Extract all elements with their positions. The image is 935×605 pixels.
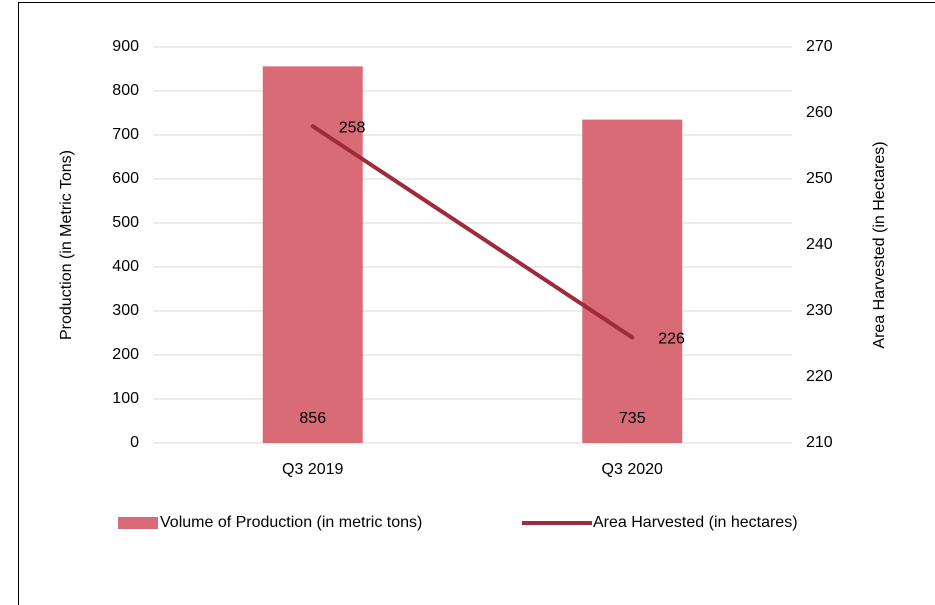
bar — [262, 66, 363, 444]
y2-tick-label: 270 — [806, 38, 833, 55]
legend-label: Volume of Production (in metric tons) — [160, 514, 422, 531]
line-value-label: 226 — [658, 331, 685, 348]
y2-tick-label: 260 — [806, 104, 833, 121]
y2-tick-label: 240 — [806, 236, 833, 253]
line — [310, 124, 635, 340]
legend-swatch — [118, 517, 158, 529]
bar-value-label: 735 — [619, 410, 646, 427]
y-tick-label: 500 — [112, 214, 139, 231]
legend-label: Area Harvested (in hectares) — [593, 514, 798, 531]
bar-value-label: 856 — [299, 410, 326, 427]
y2-tick-label: 220 — [806, 368, 833, 385]
y-axis-title: Production (in Metric Tons) — [58, 150, 75, 340]
y-tick-label: 900 — [112, 38, 139, 55]
chart-frame — [18, 2, 935, 605]
y-tick-label: 100 — [112, 390, 139, 407]
bar — [582, 119, 683, 443]
x-tick-label: Q3 2019 — [282, 461, 343, 478]
x-tick-label: Q3 2020 — [602, 461, 663, 478]
y-tick-label: 200 — [112, 346, 139, 363]
y-tick-label: 800 — [112, 82, 139, 99]
line-value-label: 258 — [339, 119, 366, 136]
y2-tick-label: 230 — [806, 302, 833, 319]
y-tick-label: 700 — [112, 126, 139, 143]
y2-axis-title: Area Harvested (in Hectares) — [871, 141, 888, 348]
y-tick-label: 600 — [112, 170, 139, 187]
y2-tick-label: 210 — [806, 434, 833, 451]
y-tick-label: 0 — [130, 434, 139, 451]
y-tick-label: 400 — [112, 258, 139, 275]
y-tick-label: 300 — [112, 302, 139, 319]
y2-tick-label: 250 — [806, 170, 833, 187]
